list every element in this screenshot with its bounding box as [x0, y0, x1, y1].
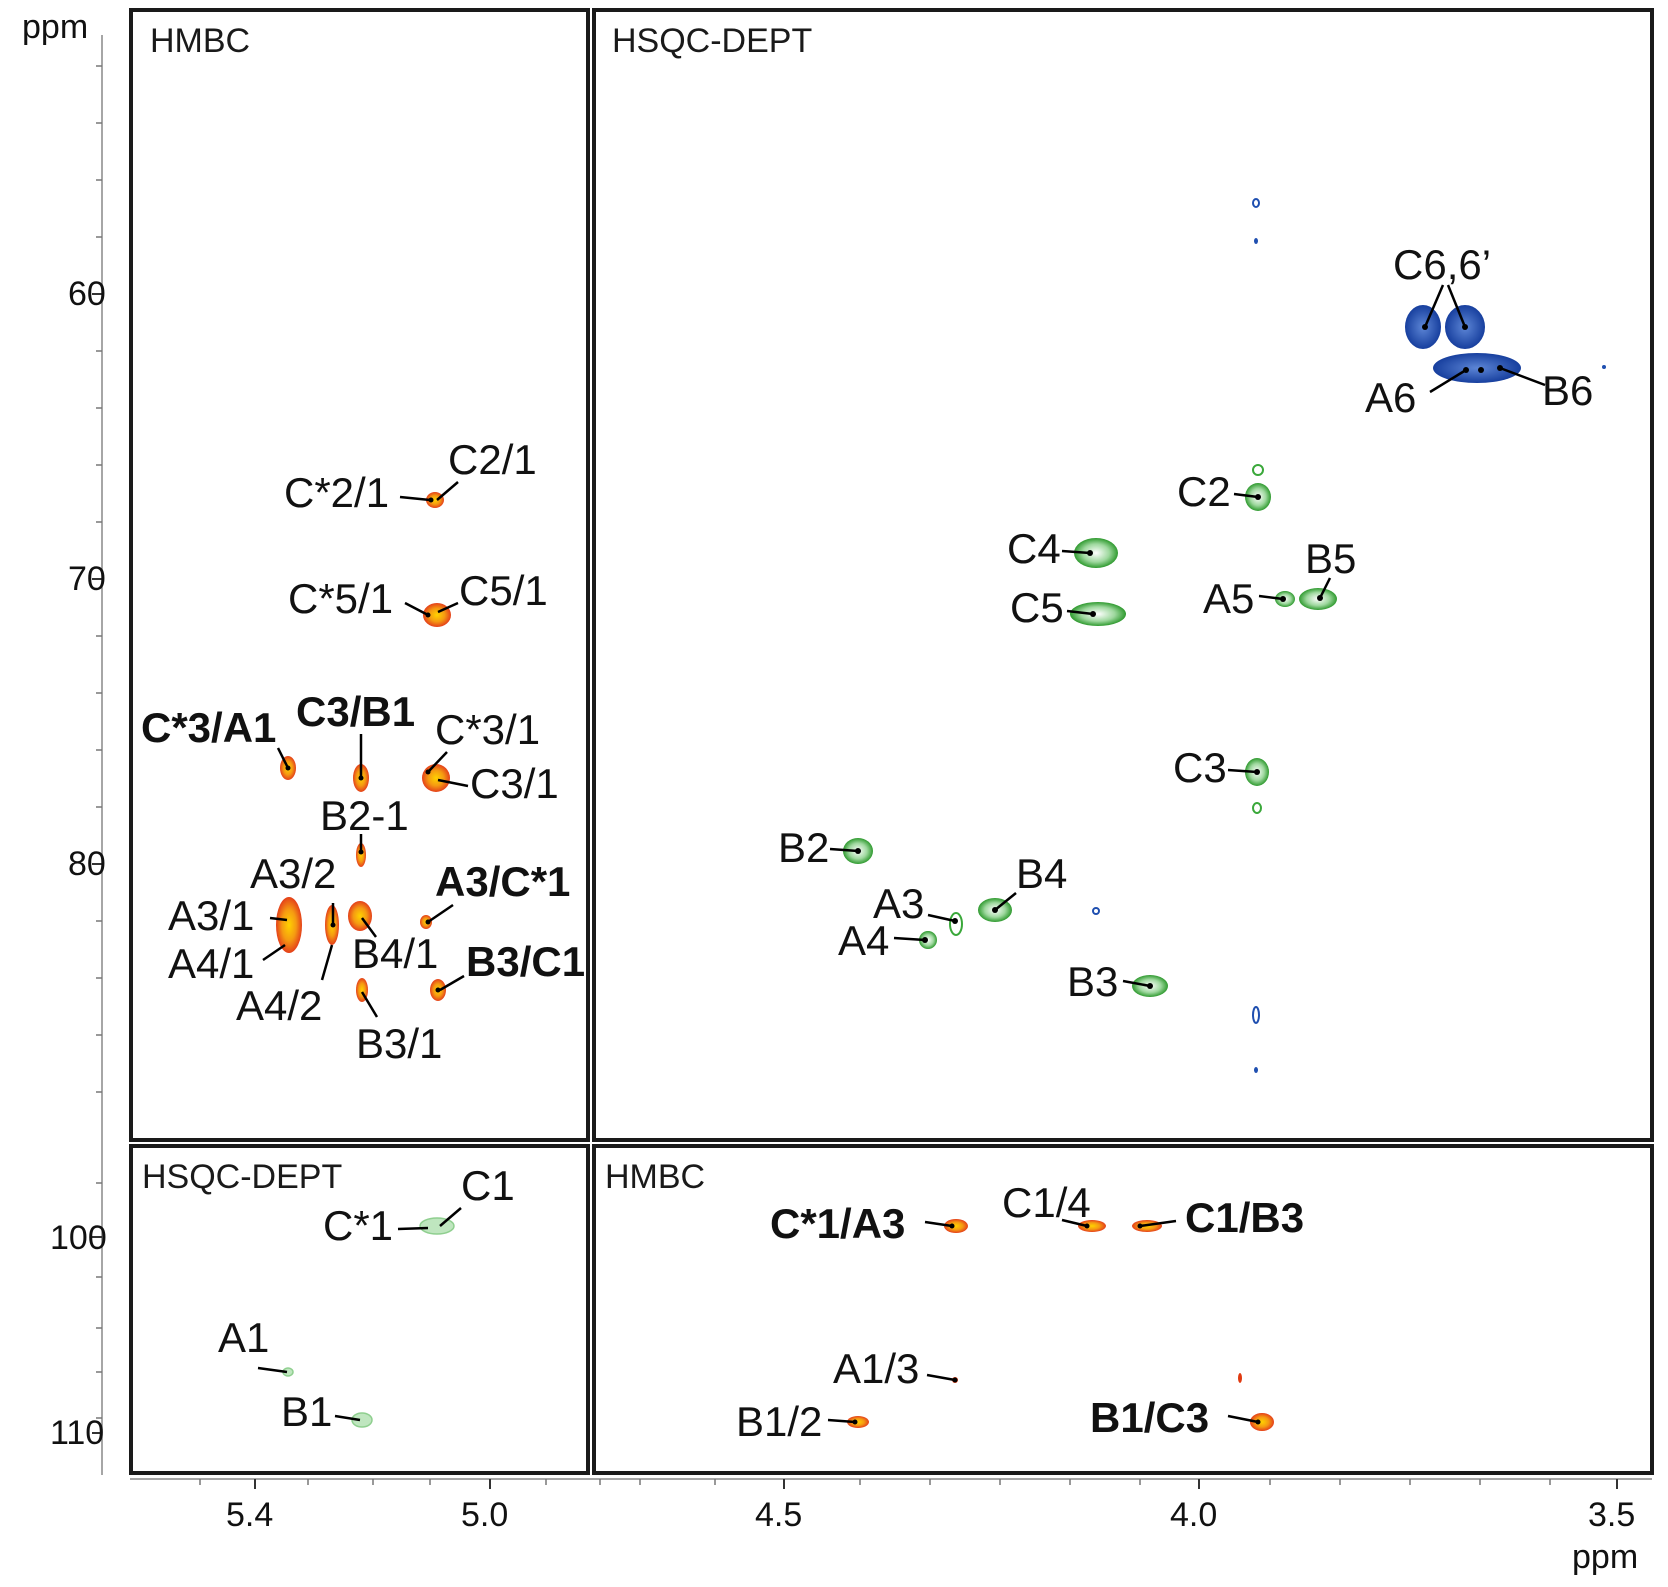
y-tick-110: 110 [50, 1414, 104, 1452]
label-C-star-3-1: C*3/1 [435, 706, 540, 753]
peak-C1-A3 [944, 1219, 968, 1233]
panel-bottom-left-title: HSQC-DEPT [142, 1158, 342, 1196]
label-C5-1: C5/1 [459, 567, 548, 614]
label-C1-B3: C1/B3 [1185, 1194, 1304, 1241]
x-minor-ticks [199, 1479, 1551, 1485]
panel-top-left-peaks [276, 492, 451, 1002]
label-C3-1: C3/1 [470, 760, 559, 807]
peak-B1-C3 [1250, 1413, 1274, 1431]
y-minor-ticks [96, 65, 102, 1419]
y-tick-60: 60 [68, 275, 106, 313]
peak-blue-artifact-5 [1252, 1006, 1260, 1024]
peak-C2-small [1252, 464, 1264, 476]
x-tick-4-5: 4.5 [755, 1496, 802, 1534]
panel-top-right-leaders [829, 284, 1546, 988]
label-B1-C3: B1/C3 [1090, 1394, 1209, 1441]
panel-top-left-frame [129, 8, 590, 1142]
peak-A6-B6 [1433, 353, 1521, 383]
panel-top-right-peaks [843, 198, 1606, 1073]
peak-blue-artifact-3 [1602, 365, 1606, 369]
x-unit-label: ppm [1572, 1538, 1638, 1576]
panel-top-left-leaders [262, 481, 469, 1018]
y-tick-100: 100 [50, 1219, 107, 1257]
y-unit-label: ppm [22, 8, 88, 46]
label-B1: B1 [281, 1388, 332, 1435]
label-B3-C1: B3/C1 [466, 938, 585, 985]
peak-C4 [1074, 538, 1118, 568]
peak-blue-artifact-2 [1254, 238, 1258, 244]
label-C-star-2-1: C*2/1 [284, 469, 389, 516]
label-B5: B5 [1305, 535, 1356, 582]
label-C-star-3-A1: C*3/A1 [141, 704, 276, 751]
panel-top-right-frame [592, 8, 1654, 1142]
peak-C3-1 [422, 764, 450, 792]
x-tick-4-0: 4.0 [1170, 1496, 1217, 1534]
label-A3: A3 [873, 880, 924, 927]
panel-top-left-title: HMBC [150, 22, 250, 60]
label-A3-C-star-1: A3/C*1 [435, 858, 570, 905]
label-A5: A5 [1203, 575, 1254, 622]
label-C3-B1: C3/B1 [296, 688, 415, 735]
label-C1: C1 [461, 1162, 515, 1209]
peak-C1-4 [1078, 1220, 1106, 1232]
label-C-star-1: C*1 [323, 1202, 393, 1249]
peak-C5 [1070, 602, 1126, 626]
peak-centre-dots [285, 324, 1503, 1425]
y-tick-70: 70 [68, 560, 106, 598]
label-B2-1: B2-1 [320, 792, 409, 839]
label-A4-1: A4/1 [168, 940, 254, 987]
peak-blue-artifact-4 [1092, 907, 1100, 915]
peak-C1 [419, 1217, 455, 1235]
label-C1-4: C1/4 [1002, 1179, 1091, 1226]
panel-top-right-title: HSQC-DEPT [612, 22, 812, 60]
label-A1: A1 [218, 1314, 269, 1361]
label-B2: B2 [778, 824, 829, 871]
label-C3: C3 [1173, 744, 1227, 791]
label-C-star-1-A3: C*1/A3 [770, 1200, 905, 1247]
peak-B1-2 [847, 1416, 869, 1428]
label-C4: C4 [1007, 525, 1061, 572]
peak-C3-small [1252, 802, 1262, 814]
label-B1-2: B1/2 [736, 1398, 822, 1445]
label-B6: B6 [1542, 367, 1593, 414]
label-A3-1: A3/1 [168, 892, 254, 939]
y-tick-80: 80 [68, 845, 106, 883]
panel-bottom-left-leaders [257, 1207, 462, 1422]
label-B4-1: B4/1 [352, 930, 438, 977]
panel-bottom-right-frame [592, 1144, 1654, 1475]
peak-red-artifact [1238, 1373, 1242, 1383]
peak-C2-1 [426, 492, 444, 508]
peak-A3-1 [276, 897, 302, 953]
peak-blue-artifact-1 [1252, 198, 1260, 208]
label-C-star-5-1: C*5/1 [288, 575, 393, 622]
x-tick-5-0: 5.0 [461, 1496, 508, 1534]
panel-bottom-right-leaders [827, 1218, 1259, 1424]
label-B3: B3 [1067, 958, 1118, 1005]
label-A6: A6 [1365, 374, 1416, 421]
label-B4: B4 [1016, 850, 1067, 897]
label-C6: C6,6’ [1393, 241, 1491, 288]
peak-B2-1 [356, 843, 366, 867]
peak-A3 [949, 912, 963, 936]
panel-bottom-left-frame [129, 1144, 590, 1475]
x-major-ticks [254, 1479, 1618, 1489]
label-A4: A4 [838, 917, 889, 964]
label-A4-2: A4/2 [236, 982, 322, 1029]
label-C2-1: C2/1 [448, 436, 537, 483]
x-tick-3-5: 3.5 [1588, 1496, 1635, 1534]
label-A3-2: A3/2 [250, 850, 336, 897]
y-axis [92, 35, 103, 1475]
label-B3-1: B3/1 [356, 1020, 442, 1067]
label-C5: C5 [1010, 584, 1064, 631]
peak-blue-artifact-6 [1254, 1067, 1258, 1073]
label-A1-3: A1/3 [833, 1345, 919, 1392]
peak-B1 [351, 1412, 373, 1428]
x-tick-5-4: 5.4 [226, 1496, 273, 1534]
y-major-ticks [92, 293, 102, 1434]
panel-bottom-right-title: HMBC [605, 1158, 705, 1196]
panel-bottom-right-peaks [847, 1219, 1274, 1431]
x-axis [130, 1478, 1652, 1489]
label-C2: C2 [1177, 468, 1231, 515]
